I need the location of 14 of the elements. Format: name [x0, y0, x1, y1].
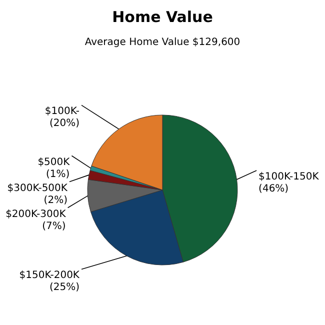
- slice-label: $150K-200K: [19, 270, 80, 282]
- chart-title: Home Value: [112, 8, 213, 26]
- data-label: (1%): [46, 168, 70, 180]
- data-label: (46%): [258, 183, 289, 194]
- data-label: (7%): [42, 220, 66, 232]
- slice-label: $300K-500K: [7, 182, 68, 194]
- slice-label: $500K: [38, 156, 70, 168]
- slice-label: $100K-150K: [258, 171, 320, 182]
- data-label: (25%): [49, 282, 80, 294]
- data-label: (2%): [44, 194, 68, 206]
- chart-subtitle: Average Home Value $129,600: [84, 37, 240, 48]
- data-label: (20%): [49, 118, 80, 130]
- slice-label: $200K-300K: [6, 208, 66, 220]
- slice-label: $100K-: [44, 106, 80, 118]
